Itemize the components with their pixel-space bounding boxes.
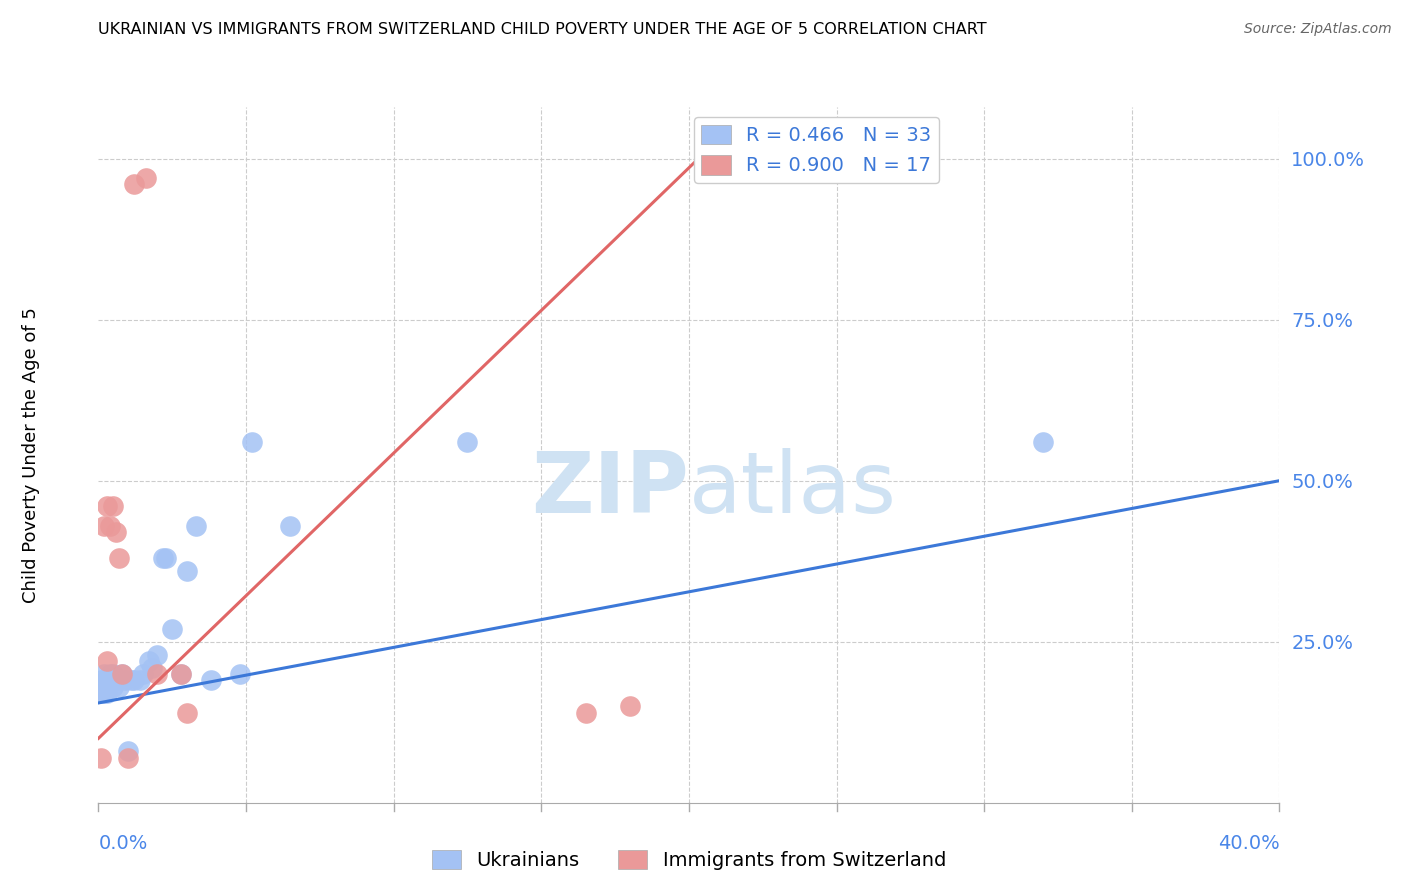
Point — [1032, 435, 1054, 450]
Point — [114, 673, 136, 688]
Point — [93, 686, 115, 700]
Point — [98, 518, 121, 533]
Point — [176, 706, 198, 720]
Point — [162, 622, 183, 636]
Point — [117, 750, 139, 764]
Point — [103, 680, 125, 694]
Point — [96, 673, 118, 688]
Point — [90, 750, 112, 764]
Text: Source: ZipAtlas.com: Source: ZipAtlas.com — [1244, 22, 1392, 37]
Point — [120, 673, 142, 688]
Text: atlas: atlas — [689, 448, 897, 532]
Text: UKRAINIAN VS IMMIGRANTS FROM SWITZERLAND CHILD POVERTY UNDER THE AGE OF 5 CORREL: UKRAINIAN VS IMMIGRANTS FROM SWITZERLAND… — [98, 22, 987, 37]
Point — [90, 673, 112, 688]
Point — [93, 667, 115, 681]
Text: 0.0%: 0.0% — [98, 834, 148, 853]
Point — [146, 667, 169, 681]
Point — [108, 680, 131, 694]
Point — [96, 654, 118, 668]
Text: Child Poverty Under the Age of 5: Child Poverty Under the Age of 5 — [22, 307, 39, 603]
Point — [184, 518, 207, 533]
Point — [200, 673, 222, 688]
Point — [93, 518, 115, 533]
Point — [456, 435, 478, 450]
Point — [155, 551, 177, 566]
Point — [111, 667, 134, 681]
Point — [146, 648, 169, 662]
Point — [117, 744, 139, 758]
Point — [619, 699, 641, 714]
Legend: Ukrainians, Immigrants from Switzerland: Ukrainians, Immigrants from Switzerland — [423, 842, 955, 878]
Point — [152, 551, 174, 566]
Text: ZIP: ZIP — [531, 448, 689, 532]
Point — [132, 667, 155, 681]
Point — [122, 178, 145, 192]
Point — [98, 667, 121, 681]
Point — [111, 667, 134, 681]
Point — [96, 686, 118, 700]
Point — [170, 667, 193, 681]
Point — [278, 518, 302, 533]
Point — [103, 667, 125, 681]
Point — [128, 673, 150, 688]
Text: 40.0%: 40.0% — [1218, 834, 1279, 853]
Point — [170, 667, 193, 681]
Point — [574, 706, 596, 720]
Point — [90, 686, 112, 700]
Point — [138, 654, 160, 668]
Legend: R = 0.466   N = 33, R = 0.900   N = 17: R = 0.466 N = 33, R = 0.900 N = 17 — [693, 117, 939, 183]
Point — [229, 667, 252, 681]
Point — [176, 564, 198, 578]
Point — [96, 500, 118, 514]
Point — [105, 525, 128, 540]
Point — [122, 673, 145, 688]
Point — [105, 673, 128, 688]
Point — [108, 551, 131, 566]
Point — [135, 170, 157, 185]
Point — [141, 660, 163, 674]
Point — [240, 435, 263, 450]
Point — [103, 500, 125, 514]
